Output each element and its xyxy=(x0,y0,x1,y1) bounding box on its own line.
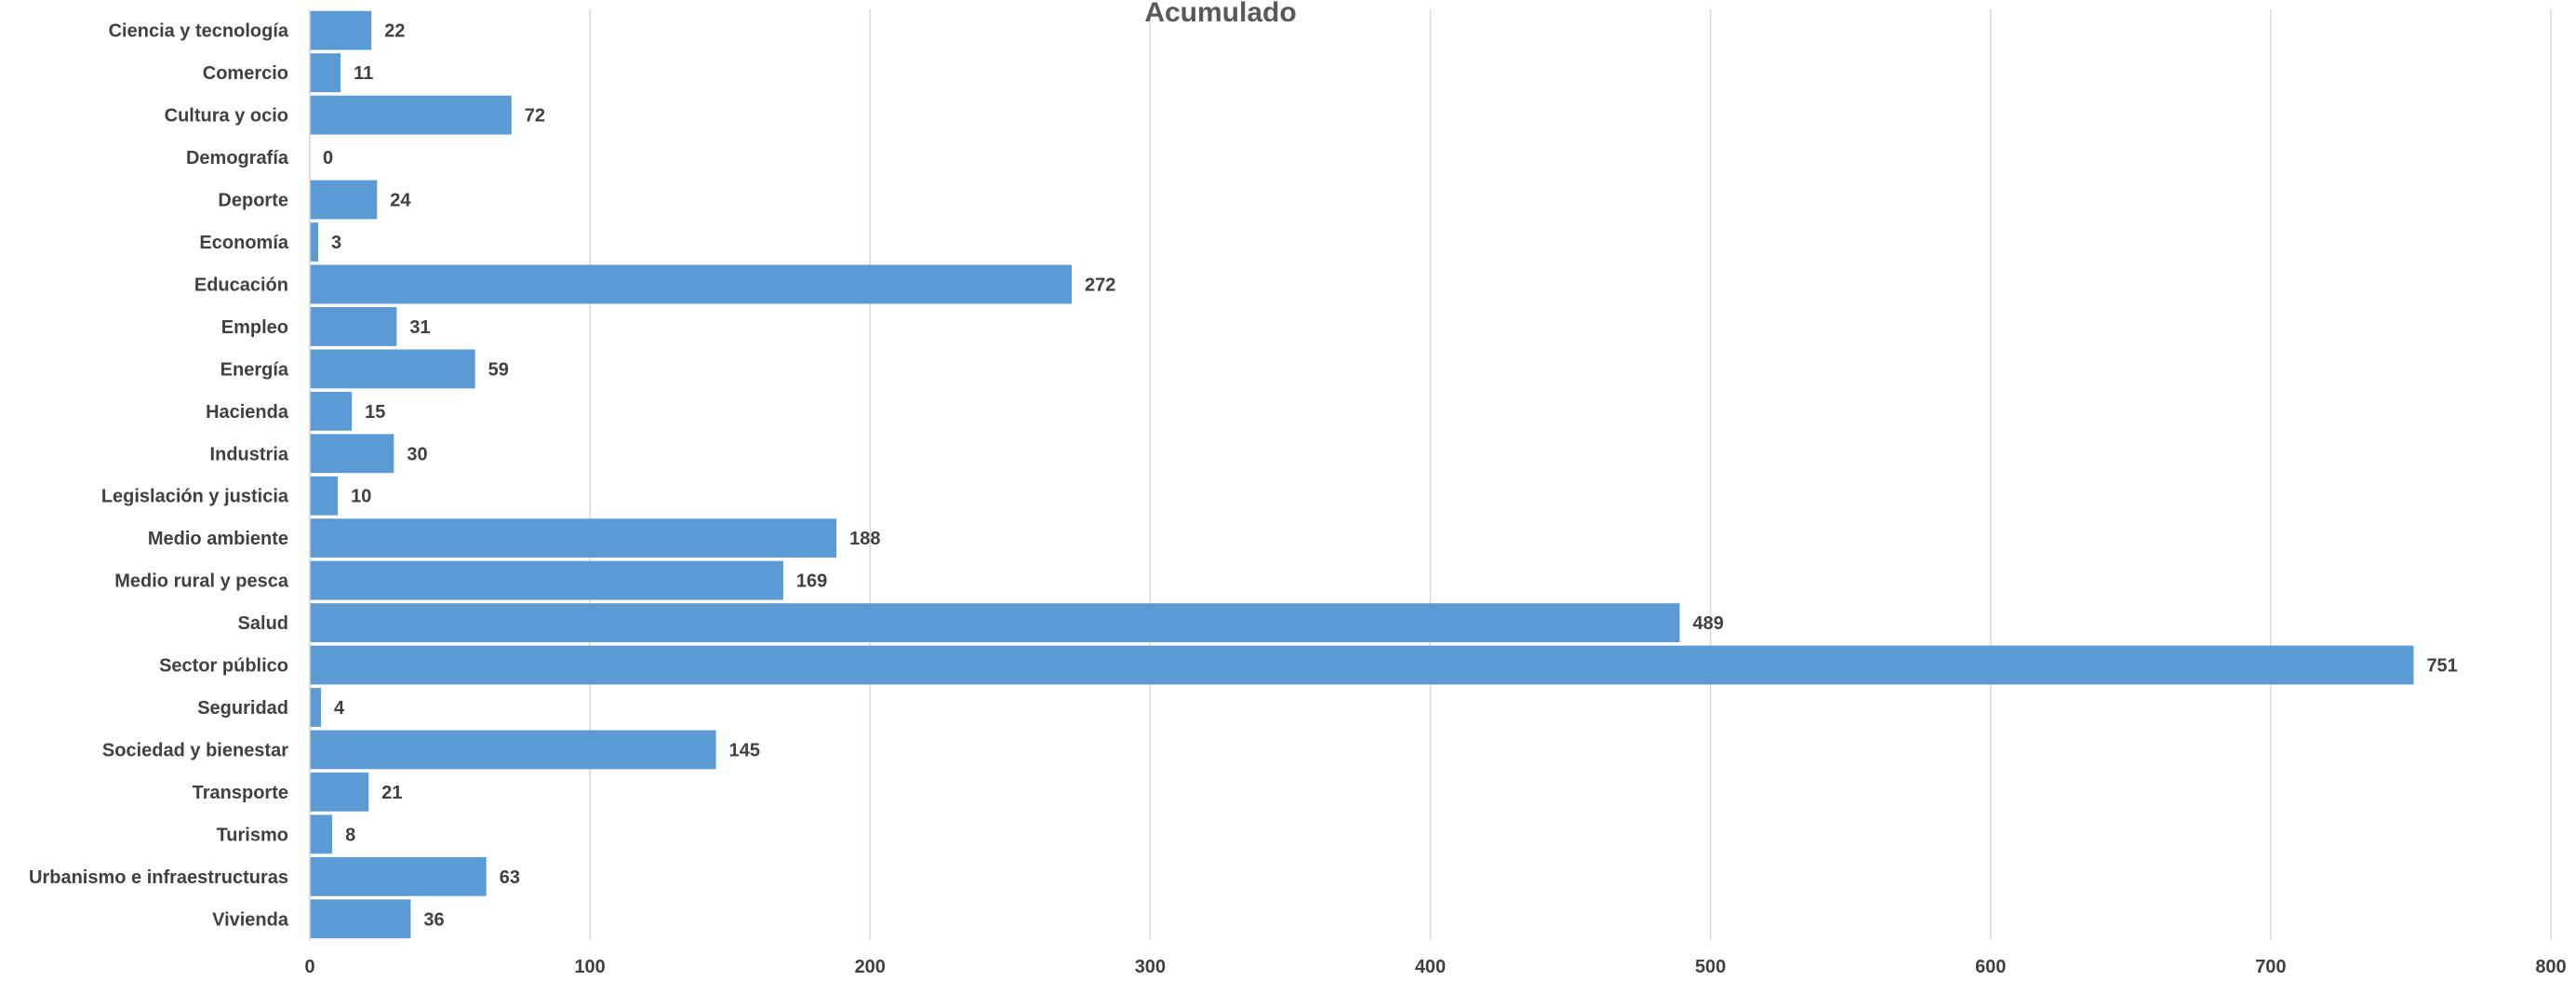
category-label: Empleo xyxy=(221,317,288,338)
data-label: 15 xyxy=(365,402,385,423)
category-label: Industria xyxy=(210,444,289,464)
bar xyxy=(310,95,512,135)
bar xyxy=(310,814,333,854)
bar xyxy=(310,307,397,346)
category-label: Comercio xyxy=(203,63,288,84)
x-tick-label: 400 xyxy=(1415,957,1446,977)
bar xyxy=(310,476,339,516)
bar xyxy=(310,10,372,50)
category-label: Energía xyxy=(220,359,289,380)
data-label: 11 xyxy=(354,63,373,84)
bar xyxy=(310,180,378,220)
x-tick-label: 700 xyxy=(2255,957,2286,977)
bar xyxy=(310,688,322,727)
category-label: Transporte xyxy=(193,783,288,803)
category-label: Urbanismo e infraestructuras xyxy=(29,867,288,888)
data-label: 22 xyxy=(384,21,405,42)
category-label: Demografía xyxy=(186,148,289,168)
bar xyxy=(310,391,353,431)
data-label: 0 xyxy=(323,148,333,168)
category-label: Vivienda xyxy=(212,909,289,930)
category-label: Deporte xyxy=(218,191,288,211)
gridlines xyxy=(309,9,2552,940)
data-label: 489 xyxy=(1693,613,1724,634)
data-labels: 22 11 72 0 24 3 272 31 59 15 30 10 188 169 489 751 4 145 2… xyxy=(323,21,2458,931)
data-label: 36 xyxy=(423,909,444,930)
data-label: 8 xyxy=(345,825,355,845)
category-label: Legislación y justicia xyxy=(101,487,289,507)
x-tick-label: 300 xyxy=(1135,957,1166,977)
bar xyxy=(310,222,319,262)
data-label: 31 xyxy=(409,317,430,338)
bar xyxy=(310,645,2414,685)
data-label: 4 xyxy=(334,698,345,719)
category-axis: Ciencia y tecnología Comercio Cultura y oc… xyxy=(29,21,289,931)
data-label: 3 xyxy=(331,233,341,253)
category-label: Economía xyxy=(199,233,288,253)
x-tick-label: 100 xyxy=(574,957,605,977)
x-axis: 0 100 200 300 400 500 600 700 800 xyxy=(304,9,2567,977)
category-label: Medio ambiente xyxy=(148,529,288,549)
x-tick-label: 800 xyxy=(2535,957,2566,977)
data-label: 59 xyxy=(488,359,509,380)
chart-title: Acumulado xyxy=(1144,0,1296,28)
x-tick-label: 0 xyxy=(304,957,314,977)
category-label: Salud xyxy=(238,613,288,634)
data-label: 30 xyxy=(407,444,427,464)
bar xyxy=(310,560,783,600)
category-label: Hacienda xyxy=(206,402,289,423)
category-label: Sociedad y bienestar xyxy=(102,740,288,760)
category-label: Seguridad xyxy=(197,698,288,719)
bar xyxy=(310,773,369,812)
category-label: Educación xyxy=(194,275,288,295)
data-label: 272 xyxy=(1085,275,1115,295)
x-tick-label: 200 xyxy=(855,957,886,977)
bar xyxy=(310,730,716,770)
data-label: 24 xyxy=(390,191,411,211)
data-label: 21 xyxy=(381,783,402,803)
category-label: Medio rural y pesca xyxy=(114,571,289,592)
bar xyxy=(310,264,1073,304)
bar xyxy=(310,899,411,939)
data-label: 751 xyxy=(2426,656,2457,677)
category-label: Turismo xyxy=(217,825,288,845)
data-label: 169 xyxy=(796,571,827,592)
category-label: Sector público xyxy=(159,656,288,677)
data-label: 188 xyxy=(849,529,880,549)
category-label: Ciencia y tecnología xyxy=(109,21,289,42)
bar xyxy=(310,603,1680,642)
bar xyxy=(310,53,341,93)
data-label: 63 xyxy=(500,867,520,888)
data-label: 145 xyxy=(729,740,760,760)
bar xyxy=(310,434,394,474)
x-tick-label: 600 xyxy=(1975,957,2006,977)
data-label: 10 xyxy=(351,487,371,507)
x-tick-label: 500 xyxy=(1695,957,1726,977)
bar xyxy=(310,349,475,389)
bar xyxy=(310,856,487,896)
bars xyxy=(310,10,2414,939)
category-label: Cultura y ocio xyxy=(165,106,288,127)
data-label: 72 xyxy=(525,106,545,127)
bar xyxy=(310,518,837,558)
